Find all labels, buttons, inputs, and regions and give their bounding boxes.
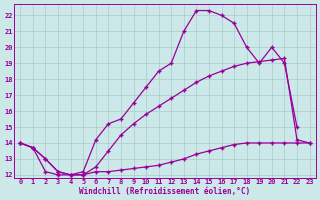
X-axis label: Windchill (Refroidissement éolien,°C): Windchill (Refroidissement éolien,°C): [79, 187, 251, 196]
